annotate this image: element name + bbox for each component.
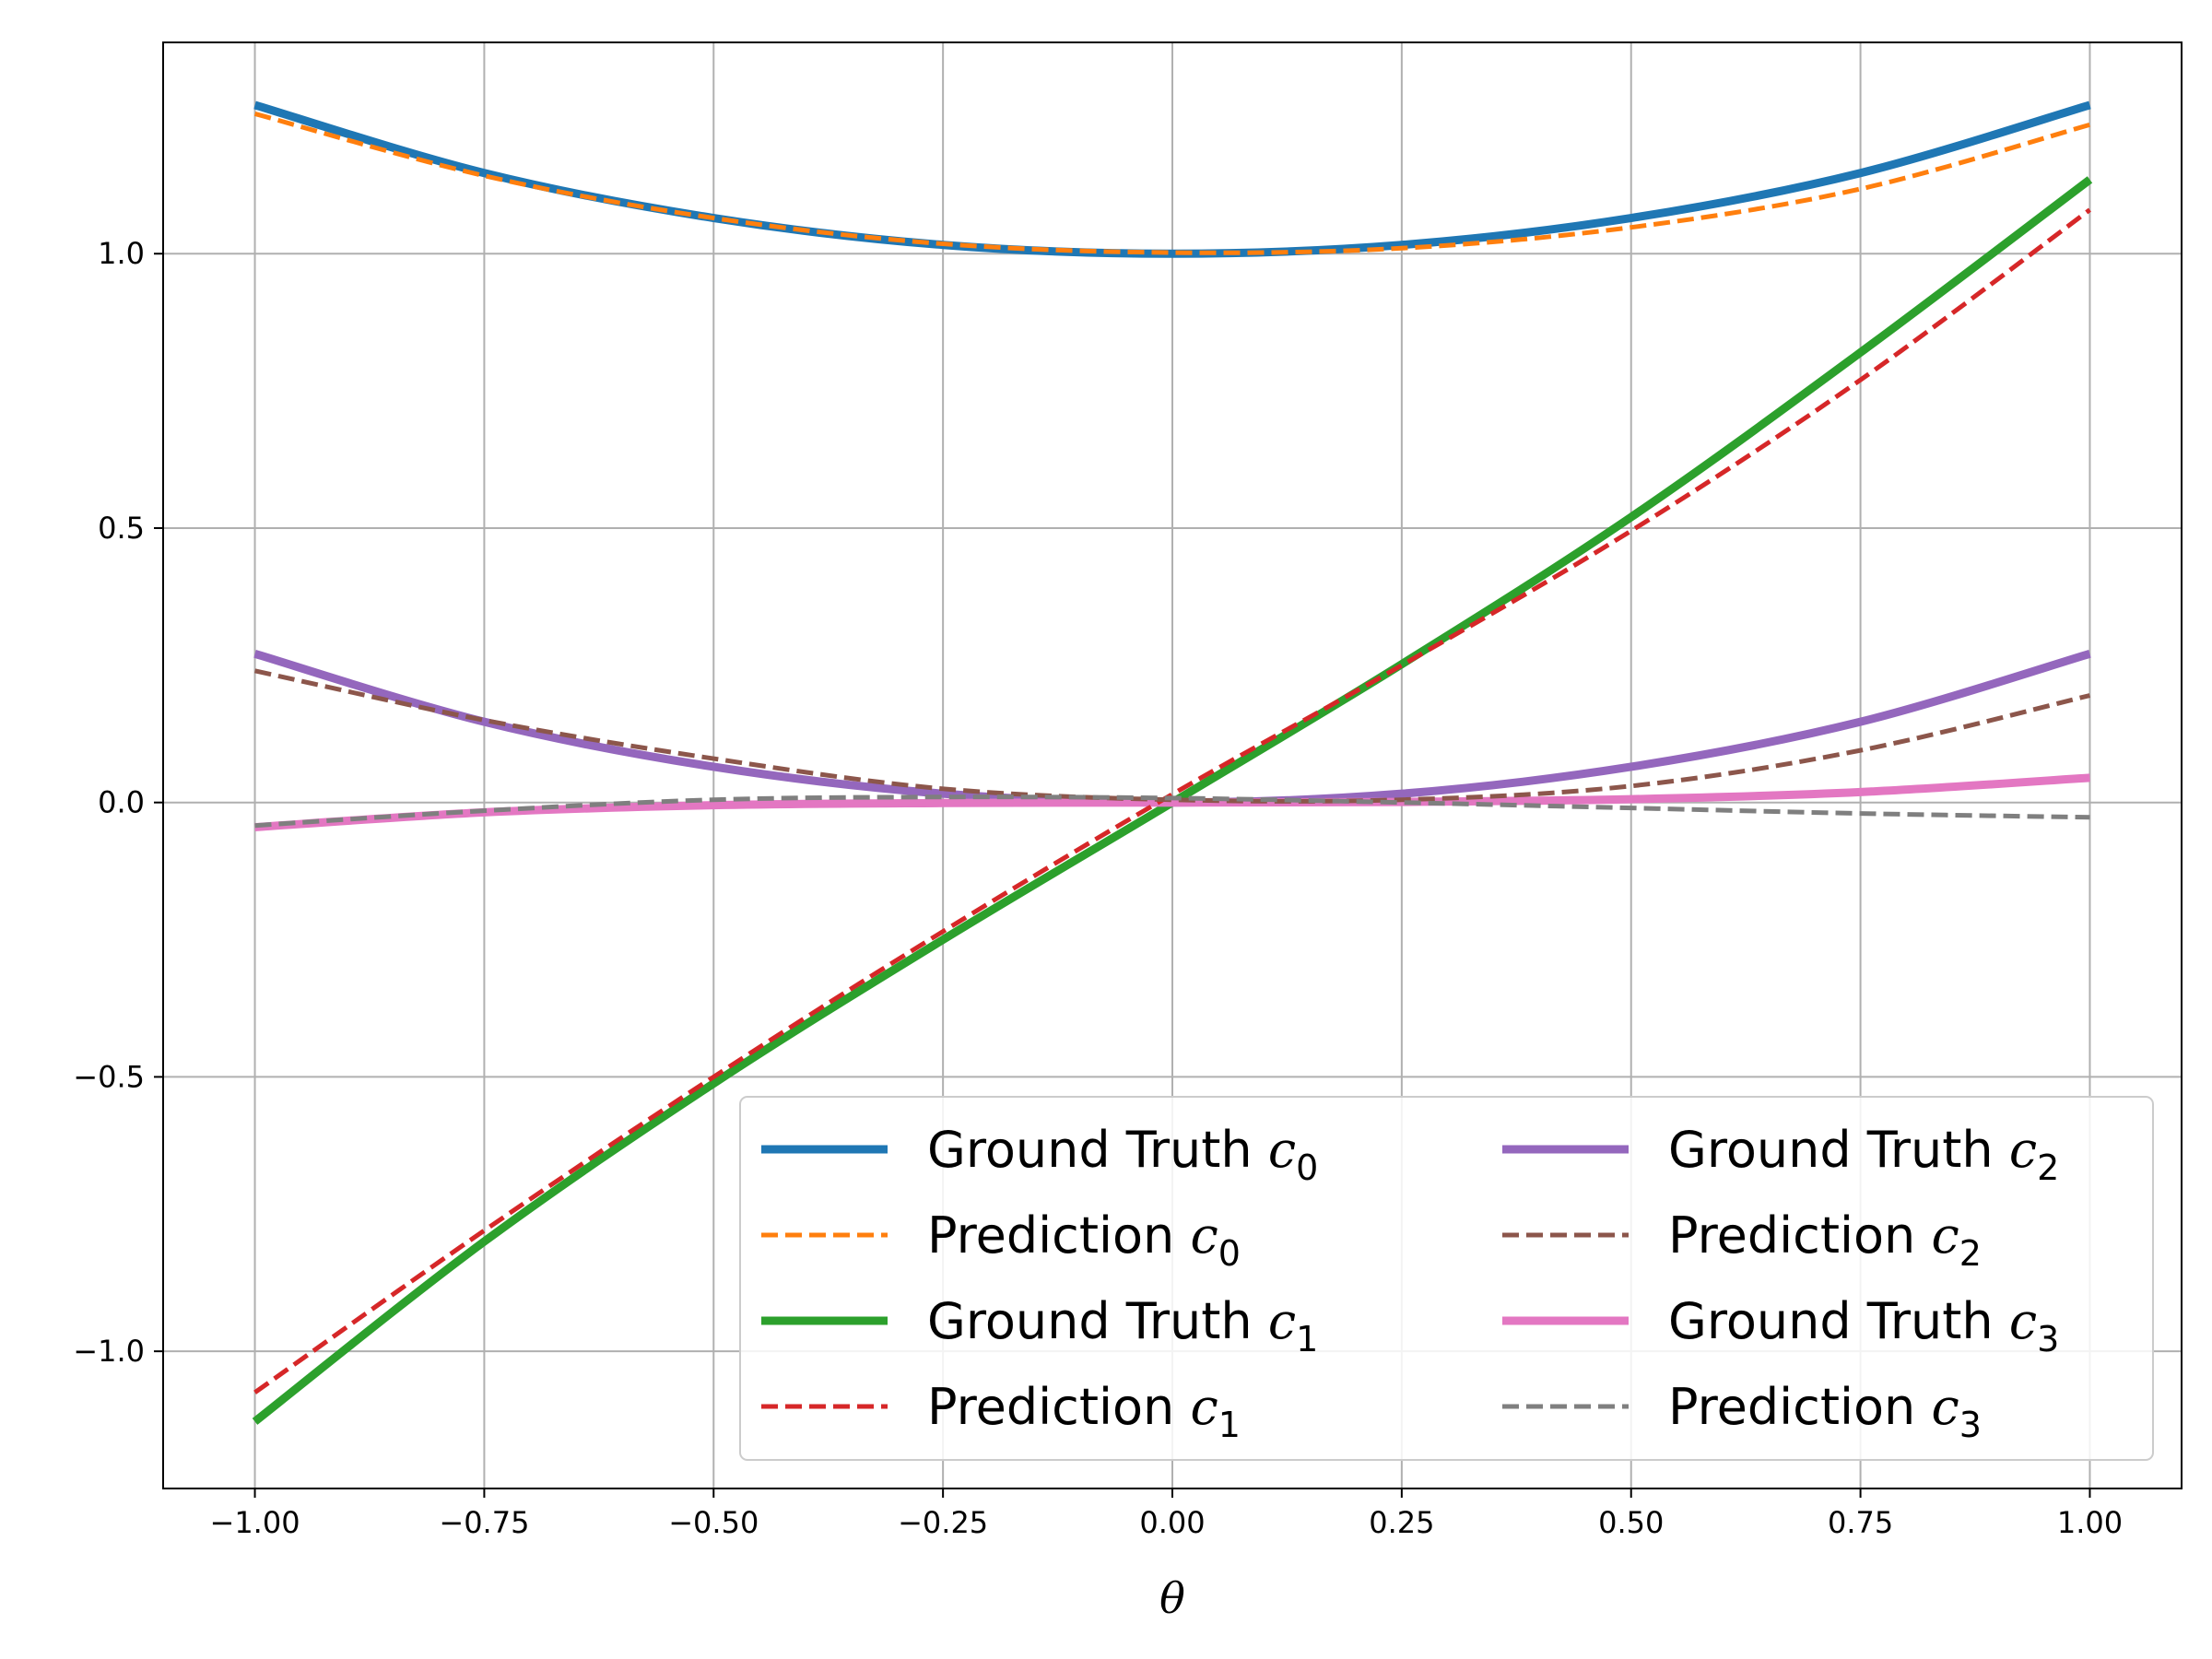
legend-label-subscript: 0 [1296, 1147, 1318, 1188]
legend-label-subscript: 3 [2037, 1319, 2059, 1359]
legend-label-text: Ground Truth [1668, 1121, 2009, 1179]
legend-label-subscript: 3 [1959, 1405, 1982, 1445]
y-tick-label: −0.5 [73, 1059, 145, 1094]
legend-label-symbol: c [1931, 1206, 1959, 1265]
y-tick-label: 0.0 [98, 785, 145, 820]
legend-label-symbol: c [1190, 1206, 1218, 1265]
y-tick-label: 0.5 [98, 511, 145, 546]
legend-label-symbol: c [1268, 1292, 1296, 1350]
y-tick-label: 1.0 [98, 236, 145, 271]
legend-label-subscript: 2 [2037, 1147, 2059, 1188]
x-tick-label: 0.25 [1369, 1505, 1434, 1540]
y-tick-label: −1.0 [73, 1334, 145, 1369]
legend-label-text: Ground Truth [927, 1121, 1268, 1179]
legend-entry-prediction-c1: Prediction c1 [761, 1378, 1241, 1445]
legend-label-text: Ground Truth [1668, 1292, 2009, 1350]
x-tick-label: 0.00 [1139, 1505, 1205, 1540]
series-line-prediction-c3 [254, 794, 2090, 829]
legend-label-symbol: c [1190, 1378, 1218, 1436]
legend-entry-ground-truth-c3: Ground Truth c3 [1502, 1292, 2059, 1359]
legend-label: Prediction c2 [1668, 1206, 1982, 1274]
legend-entry-prediction-c0: Prediction c0 [761, 1206, 1241, 1274]
series-layer [252, 100, 2093, 1425]
legend-label: Ground Truth c0 [927, 1121, 1318, 1188]
x-axis-label: θ [1159, 1573, 1185, 1623]
legend-label-symbol: c [1931, 1378, 1959, 1436]
legend-label-text: Prediction [1668, 1378, 1931, 1436]
x-tick-label: 1.00 [2057, 1505, 2123, 1540]
x-tick-label: −0.50 [668, 1505, 759, 1540]
legend-label-text: Prediction [927, 1378, 1190, 1436]
legend-label: Prediction c3 [1668, 1378, 1982, 1445]
legend-label-subscript: 0 [1218, 1233, 1241, 1274]
legend-entry-prediction-c3: Prediction c3 [1502, 1378, 1982, 1445]
legend-entry-ground-truth-c1: Ground Truth c1 [761, 1292, 1318, 1359]
legend-label-subscript: 1 [1218, 1405, 1241, 1445]
series-line-prediction-c2 [254, 668, 2091, 804]
legend-entry-ground-truth-c2: Ground Truth c2 [1502, 1121, 2059, 1188]
legend-label-subscript: 1 [1296, 1319, 1318, 1359]
legend-label-text: Prediction [1668, 1206, 1931, 1265]
x-tick-label: −1.00 [210, 1505, 300, 1540]
legend-label: Ground Truth c3 [1668, 1292, 2059, 1359]
series-line-ground-truth-c3 [254, 773, 2090, 831]
series-line-prediction-c1 [253, 207, 2091, 1394]
x-tick-label: 0.75 [1828, 1505, 1893, 1540]
legend-label: Ground Truth c2 [1668, 1121, 2059, 1188]
tick-layer: −1.00 −0.75 −0.50 −0.25 0.00 0.25 0.50 0.75 1.00… [73, 236, 2123, 1540]
legend-label: Prediction c1 [927, 1378, 1241, 1445]
legend-label-text: Prediction [927, 1206, 1190, 1265]
legend-label-symbol: c [2009, 1292, 2037, 1350]
legend-label: Ground Truth c1 [927, 1292, 1318, 1359]
legend-label-subscript: 2 [1959, 1233, 1982, 1274]
legend-entry-ground-truth-c0: Ground Truth c0 [761, 1121, 1318, 1188]
x-tick-label: −0.75 [439, 1505, 529, 1540]
x-tick-label: −0.25 [898, 1505, 988, 1540]
x-tick-label: 0.50 [1598, 1505, 1664, 1540]
series-line-prediction-c0 [253, 111, 2091, 255]
legend-label-text: Ground Truth [927, 1292, 1268, 1350]
legend-box [739, 1096, 2154, 1461]
legend-label: Prediction c0 [927, 1206, 1241, 1274]
legend-entry-prediction-c2: Prediction c2 [1502, 1206, 1982, 1274]
legend-label-symbol: c [1268, 1121, 1296, 1179]
legend-label-symbol: c [2009, 1121, 2037, 1179]
